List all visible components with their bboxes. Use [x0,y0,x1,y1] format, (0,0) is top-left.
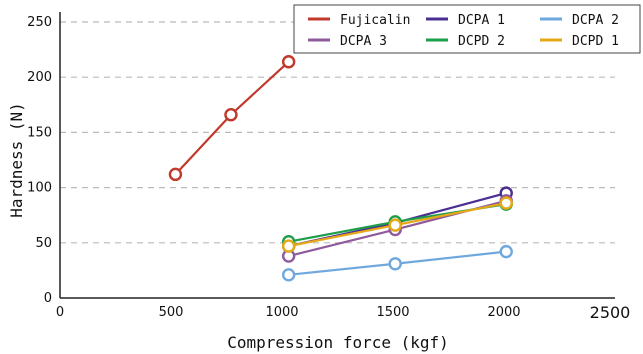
y-tick-label: 150 [27,125,52,140]
y-tick-label: 200 [27,70,52,85]
x-tick-label: 2500 [590,303,631,322]
data-point [281,239,296,253]
x-tick-label: 1500 [376,305,409,320]
series-fujicalin [168,55,296,182]
data-point [168,167,183,182]
data-point [388,257,402,271]
tick-labels: 0 500 1000 1500 2000 2500 0 50 100 150 200 250 [27,15,630,322]
data-series [168,55,513,282]
legend-item: Fujicalin [308,13,410,28]
data-point [499,196,513,210]
legend-label: DCPA 3 [340,34,387,49]
x-axis-title: Compression force (kgf) [227,333,449,352]
legend-label: DCPD 2 [458,34,505,49]
series-dcpd-1 [281,196,513,253]
data-point [281,55,296,69]
legend-label: DCPD 1 [572,34,619,49]
y-axis-title: Hardness (N) [7,102,26,218]
legend-item: DCPA 1 [426,13,505,28]
data-point [281,268,296,282]
legend-item: DCPD 2 [426,34,505,49]
x-tick-label: 500 [159,305,184,320]
x-tick-label: 1000 [265,305,298,320]
grid-lines [60,21,615,244]
legend-item: DCPD 1 [540,34,619,49]
data-point [388,218,402,232]
legend-label: Fujicalin [340,13,410,28]
legend: Fujicalin DCPA 1 DCPA 2 DCPA 3 DCPD 2 DCPD 1 [293,4,641,54]
legend-box [293,4,641,54]
data-point [499,244,513,259]
legend-label: DCPA 1 [458,13,505,28]
y-tick-label: 0 [44,291,52,306]
legend-item: DCPA 3 [308,34,387,49]
x-tick-label: 2000 [487,305,520,320]
x-tick-label: 0 [56,305,64,320]
legend-label: DCPA 2 [572,13,619,28]
y-tick-label: 250 [27,15,52,30]
data-point [224,108,238,122]
axes [59,12,615,299]
y-tick-label: 100 [27,181,52,196]
legend-item: DCPA 2 [540,13,619,28]
y-tick-label: 50 [35,236,52,251]
series-dcpa-2 [281,244,513,282]
